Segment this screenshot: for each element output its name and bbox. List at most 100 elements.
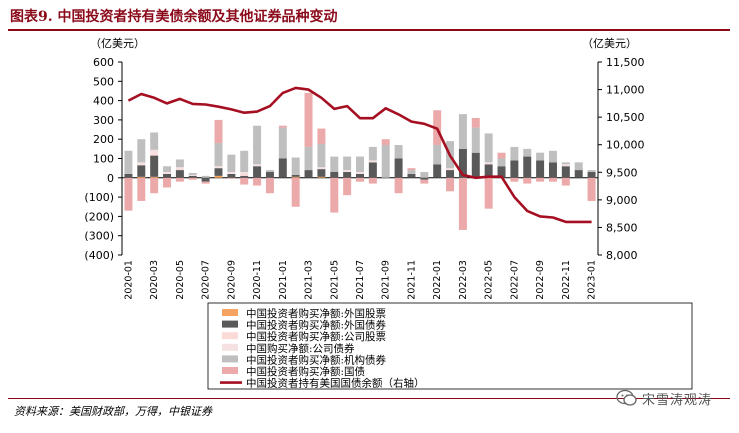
bar-segment-foreign-bonds bbox=[163, 173, 172, 178]
bar-segment-foreign-bonds bbox=[536, 160, 545, 178]
right-axis-ticks: 11,500 11,000 10,500 10,000 9,500 9,000 8,500 8… bbox=[598, 56, 645, 262]
bar-segment-corporate-bonds bbox=[163, 172, 172, 174]
bar-segment-agency-bonds bbox=[265, 170, 274, 173]
bar-segment-treasuries bbox=[137, 177, 146, 201]
bar-segment-foreign-bonds bbox=[548, 162, 557, 178]
left-tick-label: 300 bbox=[93, 114, 114, 127]
bar-segment-agency-bonds bbox=[188, 172, 197, 175]
bar-segment-corporate-bonds bbox=[368, 160, 377, 163]
bar-segment-foreign-bonds bbox=[561, 166, 570, 178]
bar-segment-agency-bonds bbox=[214, 143, 223, 167]
legend-swatch bbox=[222, 309, 238, 316]
right-tick-label: 10,000 bbox=[606, 139, 645, 152]
bar-segment-foreign-bonds bbox=[433, 164, 442, 178]
bar-segment-treasuries bbox=[536, 177, 545, 182]
bar-segment-agency-bonds bbox=[150, 132, 159, 150]
bar-segment-agency-bonds bbox=[278, 127, 287, 159]
x-tick-label: 2022-05 bbox=[484, 260, 495, 300]
bar-segment-agency-bonds bbox=[137, 139, 146, 163]
x-tick-label: 2022-03 bbox=[458, 260, 469, 300]
legend-label: 中国投资者购买净额:外国债券 bbox=[246, 319, 387, 332]
footer-divider bbox=[8, 398, 730, 399]
x-tick-label: 2020-01 bbox=[123, 260, 134, 300]
left-tick-label: 0 bbox=[107, 172, 114, 185]
right-tick-label: 11,500 bbox=[606, 56, 645, 69]
bar-segment-treasuries bbox=[523, 177, 532, 184]
legend-swatch bbox=[222, 332, 238, 340]
bar-segment-agency-bonds bbox=[536, 152, 545, 161]
left-tick-label: (200) bbox=[84, 210, 114, 223]
left-axis-ticks: 600 500 400 300 200 100 0 (100) (200) (300) (400) bbox=[84, 56, 122, 262]
line-layer bbox=[127, 86, 592, 224]
x-tick-label: 2022-07 bbox=[509, 260, 520, 300]
bar-segment-treasuries bbox=[188, 177, 197, 180]
bar-segment-agency-bonds bbox=[407, 170, 416, 174]
bar-segment-foreign-bonds bbox=[175, 170, 184, 178]
legend-swatch bbox=[222, 355, 238, 363]
bar-segment-agency-bonds bbox=[368, 146, 377, 161]
bar-segment-agency-bonds bbox=[420, 172, 429, 178]
right-tick-label: 8,000 bbox=[606, 249, 638, 262]
watermark: 宋雪涛观涛 bbox=[616, 387, 728, 409]
bar-segment-foreign-bonds bbox=[330, 172, 339, 178]
bar-segment-agency-bonds bbox=[201, 175, 210, 178]
bar-segment-treasuries bbox=[381, 139, 390, 145]
left-tick-label: 200 bbox=[93, 133, 114, 146]
right-tick-label: 9,000 bbox=[606, 194, 638, 207]
bar-segment-treasuries bbox=[356, 177, 364, 182]
bar-segment-treasuries bbox=[278, 125, 287, 128]
bar-segment-agency-bonds bbox=[227, 154, 236, 173]
bar-segment-foreign-bonds bbox=[150, 155, 159, 177]
bar-segment-agency-bonds bbox=[330, 156, 339, 173]
legend-swatch bbox=[222, 320, 238, 328]
bar-segment-treasuries bbox=[407, 168, 416, 171]
bar-segment-agency-bonds bbox=[484, 133, 493, 163]
bar-segment-treasuries bbox=[446, 177, 455, 192]
bar-segment-agency-bonds bbox=[458, 114, 467, 149]
bar-segment-treasuries bbox=[394, 177, 403, 194]
bar-segment-agency-bonds bbox=[317, 144, 326, 168]
bar-segment-foreign-stocks bbox=[214, 175, 223, 178]
bar-segment-foreign-bonds bbox=[227, 173, 236, 178]
bar-segment-foreign-bonds bbox=[446, 170, 455, 178]
x-tick-label: 2020-05 bbox=[175, 260, 186, 300]
legend: 中国投资者购买净额:外国股票中国投资者购买净额:外国债券中国投资者购买净额:公司… bbox=[207, 302, 693, 390]
bar-segment-corporate-bonds bbox=[356, 172, 364, 174]
left-tick-label: (100) bbox=[84, 191, 114, 204]
bar-segment-foreign-bonds bbox=[458, 148, 467, 178]
bar-segment-treasuries bbox=[150, 177, 159, 194]
bar-segment-agency-bonds bbox=[291, 157, 300, 175]
bar-segment-corporate-bonds bbox=[317, 167, 326, 170]
bar-segment-treasuries bbox=[265, 177, 274, 194]
bar-segment-agency-bonds bbox=[523, 148, 532, 157]
legend-items: 中国投资者购买净额:外国股票中国投资者购买净额:外国债券中国投资者购买净额:公司… bbox=[220, 307, 425, 390]
right-tick-label: 8,500 bbox=[606, 221, 638, 234]
x-tick-label: 2021-11 bbox=[406, 260, 417, 300]
watermark-text: 宋雪涛观涛 bbox=[642, 392, 713, 408]
x-tick-label: 2023-01 bbox=[587, 260, 598, 300]
title-divider bbox=[8, 29, 730, 31]
bar-segment-treasuries bbox=[343, 177, 352, 196]
bar-segment-agency-bonds bbox=[124, 150, 133, 174]
legend-label: 中国投资者购买净额:机构债券 bbox=[246, 353, 387, 366]
x-tick-label: 2021-03 bbox=[304, 260, 315, 300]
bar-segment-foreign-bonds bbox=[253, 166, 262, 178]
bar-segment-agency-bonds bbox=[548, 150, 557, 163]
chart: （亿美元） （亿美元） 600 500 400 300 200 100 0 (100) (200… bbox=[84, 37, 693, 390]
bar-segment-foreign-bonds bbox=[574, 170, 583, 178]
bar-segment-foreign-stocks bbox=[150, 176, 159, 178]
bar-segment-foreign-bonds bbox=[356, 173, 364, 178]
bar-segment-foreign-stocks bbox=[317, 176, 326, 178]
right-axis-unit: （亿美元） bbox=[582, 37, 637, 50]
bar-segment-foreign-bonds bbox=[201, 177, 210, 182]
bar-segment-corporate-stocks bbox=[240, 173, 249, 176]
bar-segment-foreign-bonds bbox=[407, 173, 416, 178]
bar-segment-treasuries bbox=[291, 177, 300, 207]
bar-segment-treasuries bbox=[175, 177, 184, 182]
bar-segment-agency-bonds bbox=[394, 144, 403, 159]
bar-segment-corporate-stocks bbox=[150, 153, 159, 156]
legend-label: 中国投资者购买净额:公司股票 bbox=[246, 330, 386, 343]
bar-segment-foreign-stocks bbox=[291, 176, 300, 178]
x-tick-label: 2021-05 bbox=[329, 260, 340, 300]
bar-segment-corporate-bonds bbox=[188, 174, 197, 176]
